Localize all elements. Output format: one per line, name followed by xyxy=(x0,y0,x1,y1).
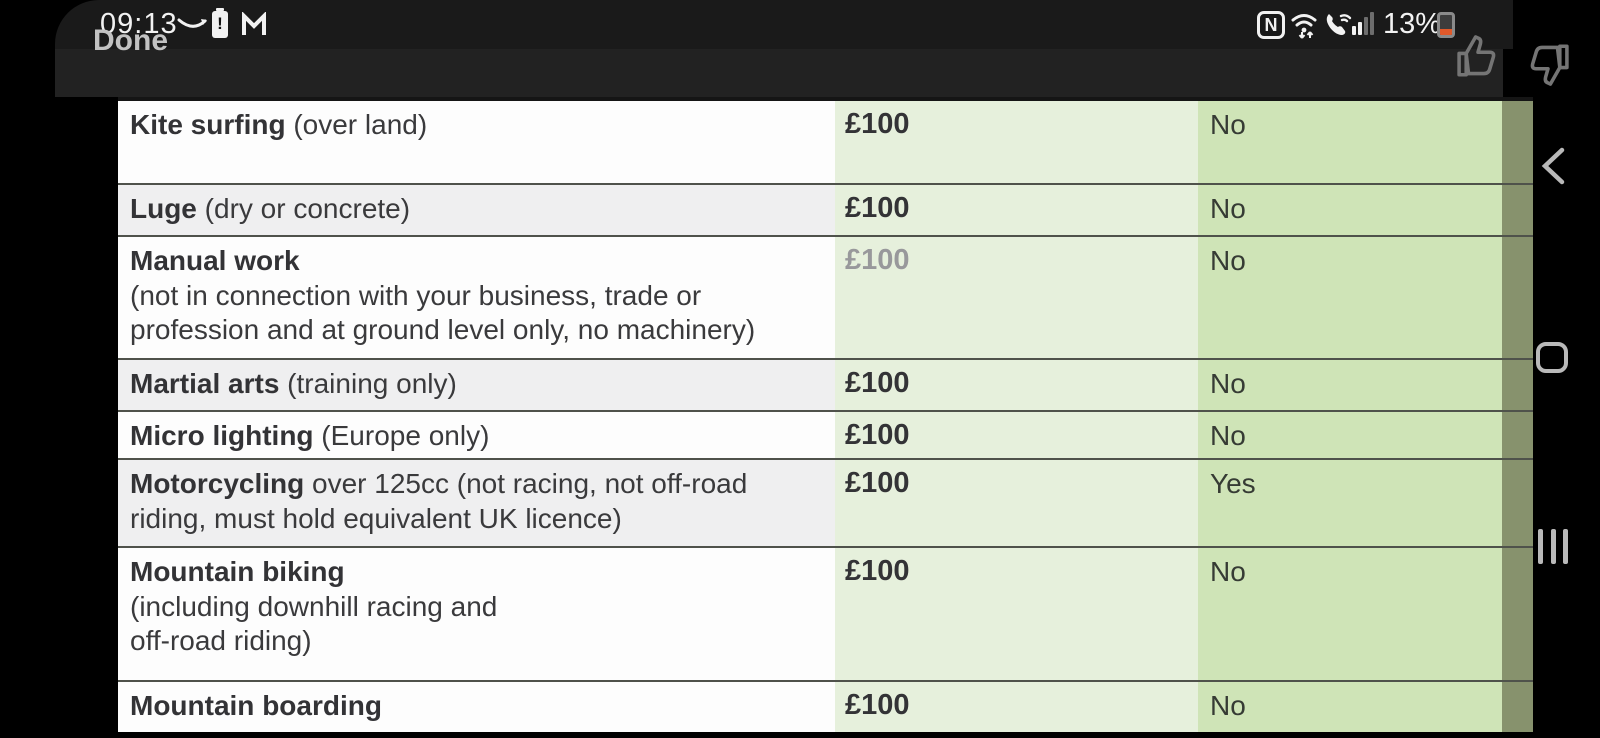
thumbs-down-icon[interactable] xyxy=(1522,40,1574,88)
activity-name: Motorcycling xyxy=(130,468,305,499)
benefit-amount-cell: £100 xyxy=(835,548,1198,680)
page-edge-strip xyxy=(1502,237,1533,358)
covered-cell: No xyxy=(1198,682,1502,732)
nav-back-icon[interactable] xyxy=(1538,146,1568,186)
activity-description: (training only) xyxy=(279,368,457,399)
covered-cell: No xyxy=(1198,412,1502,458)
table-row: Motorcycling over 125cc (not racing, not… xyxy=(118,458,1533,546)
wifi-calling-icon xyxy=(1326,14,1352,35)
benefit-amount-cell: £100 xyxy=(835,185,1198,235)
nfc-icon: N xyxy=(1257,11,1285,39)
amazon-smile-icon xyxy=(177,18,207,28)
activity-cell: Motorcycling over 125cc (not racing, not… xyxy=(118,460,835,546)
battery-percent: 13% xyxy=(1383,8,1442,40)
page-edge-strip xyxy=(1502,412,1533,458)
activity-description: (over land) xyxy=(285,109,428,140)
activity-cell: Manual work (not in connection with your… xyxy=(118,237,835,358)
activity-cell: Mountain boarding xyxy=(118,682,835,732)
battery-alert-icon: ! xyxy=(212,8,228,38)
activity-description: (including downhill racing and off-road … xyxy=(130,590,498,656)
page-edge-strip xyxy=(1502,360,1533,410)
activity-name: Micro lighting xyxy=(130,420,314,451)
policy-document-page: Kite surfing (over land) £100 No Luge (d… xyxy=(118,97,1533,732)
activity-description: (Europe only) xyxy=(313,420,490,451)
nav-home-icon[interactable] xyxy=(1536,342,1568,373)
page-edge-strip xyxy=(1502,101,1533,183)
benefit-amount-cell: £100 xyxy=(835,460,1198,546)
done-button[interactable]: Done xyxy=(93,24,168,57)
covered-cell: No xyxy=(1198,101,1502,183)
benefit-amount-cell: £100 xyxy=(835,237,1198,358)
activity-name: Mountain boarding xyxy=(130,690,382,721)
activity-description: over 125cc (not racing, not off-road rid… xyxy=(130,468,748,534)
activity-description: (dry or concrete) xyxy=(196,193,411,224)
activity-cell: Luge (dry or concrete) xyxy=(118,185,835,235)
activity-cell: Martial arts (training only) xyxy=(118,360,835,410)
table-row: Micro lighting (Europe only) £100 No xyxy=(118,410,1533,458)
coverage-table: Kite surfing (over land) £100 No Luge (d… xyxy=(118,101,1533,732)
page-edge-strip xyxy=(1502,460,1533,546)
nav-recents-icon[interactable] xyxy=(1538,529,1568,564)
table-row: Luge (dry or concrete) £100 No xyxy=(118,183,1533,235)
activity-name: Luge xyxy=(130,193,197,224)
table-row: Manual work (not in connection with your… xyxy=(118,235,1533,358)
battery-low-icon xyxy=(1437,12,1455,38)
activity-name: Kite surfing xyxy=(130,109,286,140)
table-row: Martial arts (training only) £100 No xyxy=(118,358,1533,410)
wifi-arrows-icon xyxy=(1291,14,1317,39)
benefit-amount-cell: £100 xyxy=(835,412,1198,458)
thumbs-up-icon[interactable] xyxy=(1452,33,1504,81)
activity-cell: Kite surfing (over land) xyxy=(118,101,835,183)
signal-bars-icon xyxy=(1352,12,1376,35)
status-time: 09:13 xyxy=(100,8,178,40)
activity-name: Martial arts xyxy=(130,368,280,399)
benefit-amount-cell: £100 xyxy=(835,360,1198,410)
app-bar xyxy=(55,49,1503,97)
page-edge-strip xyxy=(1502,185,1533,235)
covered-cell: No xyxy=(1198,548,1502,680)
benefit-amount-cell: £100 xyxy=(835,682,1198,732)
activity-description: (not in connection with your business, t… xyxy=(130,279,756,345)
gmail-icon xyxy=(242,12,266,35)
activity-name: Mountain biking xyxy=(130,556,345,587)
status-bar xyxy=(55,0,1513,49)
covered-cell: No xyxy=(1198,185,1502,235)
benefit-amount-cell: £100 xyxy=(835,101,1198,183)
table-row: Kite surfing (over land) £100 No xyxy=(118,101,1533,183)
activity-cell: Mountain biking (including downhill raci… xyxy=(118,548,835,680)
covered-cell: No xyxy=(1198,360,1502,410)
activity-name: Manual work xyxy=(130,245,300,276)
page-edge-strip xyxy=(1502,682,1533,732)
page-edge-strip xyxy=(1502,548,1533,680)
activity-cell: Micro lighting (Europe only) xyxy=(118,412,835,458)
covered-cell: Yes xyxy=(1198,460,1502,546)
table-row: Mountain biking (including downhill raci… xyxy=(118,546,1533,680)
covered-cell: No xyxy=(1198,237,1502,358)
table-row: Mountain boarding £100 No xyxy=(118,680,1533,732)
